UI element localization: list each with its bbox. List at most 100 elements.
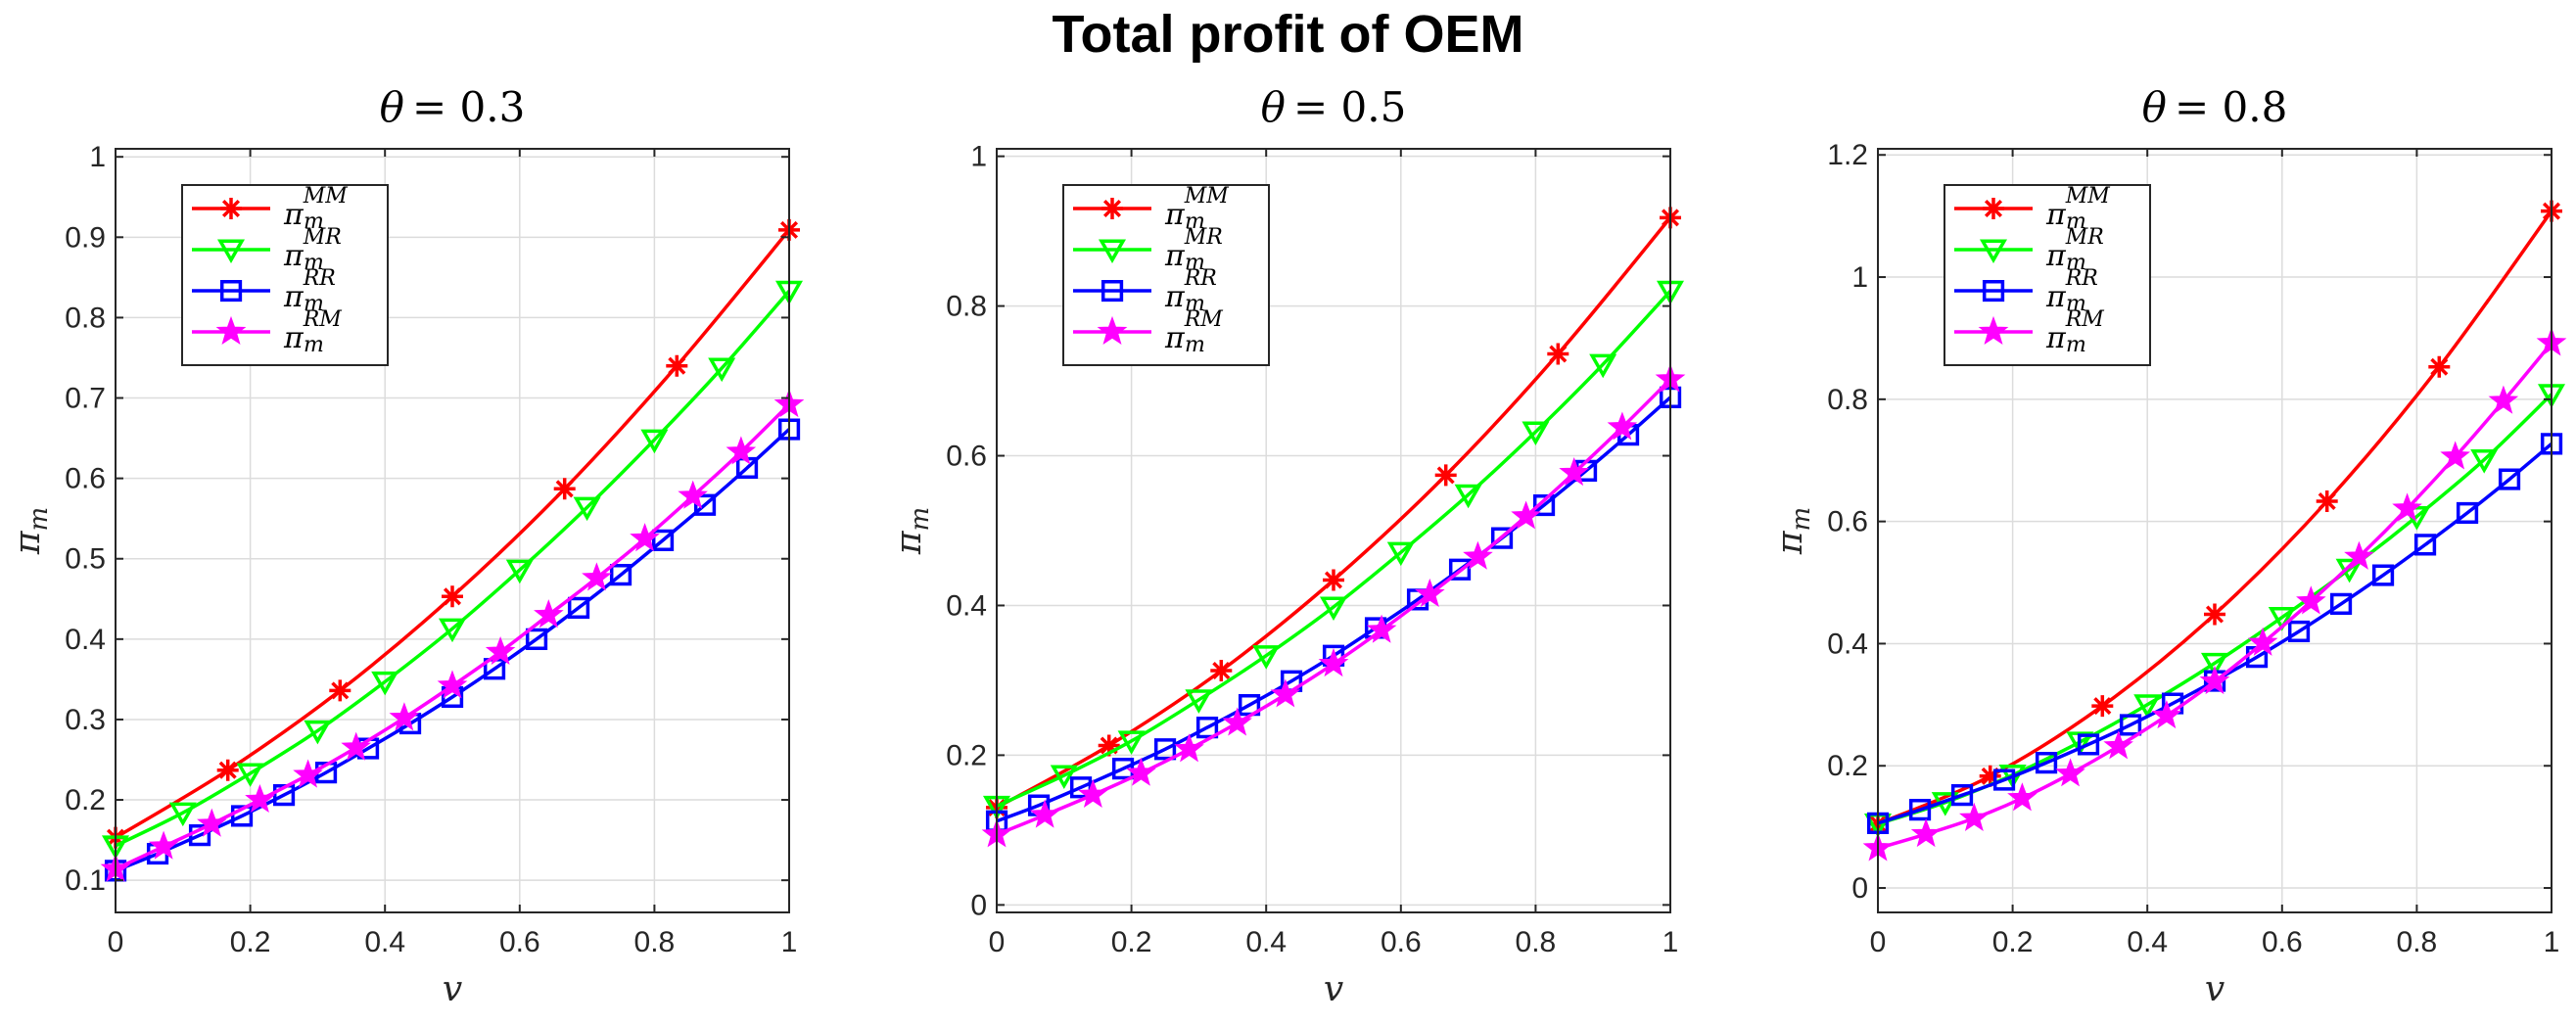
data-point-mr <box>1386 541 1415 567</box>
y-axis-label: πm <box>889 507 935 555</box>
data-point-rm <box>1222 707 1252 736</box>
data-point-mr <box>505 559 534 584</box>
legend-label-mr: πMR m <box>1164 225 1223 275</box>
data-point-rr <box>1195 717 1219 739</box>
data-point-mm <box>329 679 351 702</box>
data-point-mm <box>1323 569 1344 591</box>
x-tick-label: 0 <box>989 926 1006 958</box>
legend-marker-rr <box>1101 279 1124 303</box>
y-tick-label: 0.5 <box>65 543 106 576</box>
y-tick-label: 0.6 <box>1827 506 1868 538</box>
data-point-rm <box>2007 782 2037 812</box>
series-line-mr <box>115 290 791 848</box>
data-point-mm <box>2204 603 2225 626</box>
legend-marker-rm <box>215 315 247 346</box>
data-point-rm <box>630 523 660 552</box>
y-tick-label: 0.6 <box>946 441 987 473</box>
figure-title: Total profit of OEM <box>1052 5 1524 64</box>
data-point-rm <box>1270 678 1301 708</box>
data-point-mr <box>2133 694 2162 719</box>
x-tick-label: 1 <box>781 926 798 958</box>
legend-label-rr: πRR m <box>1164 266 1217 316</box>
data-point-mm <box>2091 695 2114 718</box>
x-tick-label: 0.2 <box>1992 926 2034 958</box>
data-point-mr <box>236 763 264 787</box>
data-point-mm <box>2428 355 2451 378</box>
data-point-rr <box>104 860 127 882</box>
y-tick-label: 1 <box>1851 261 1868 294</box>
data-point-rm <box>1959 802 1990 831</box>
x-tick-label: 0.8 <box>634 926 676 958</box>
chart-panel-1: 0 0.2 0.4 0.6 0.8 1 0.1 0.2 0.3 0.4 0.5 0.6 0.7 0.8 0.… <box>8 83 805 1009</box>
data-point-rm <box>485 635 516 666</box>
x-tick-label: 0.6 <box>2262 926 2303 958</box>
data-point-rm <box>1511 500 1541 530</box>
axes-box <box>996 148 1671 913</box>
y-tick-label: 0.7 <box>65 383 106 415</box>
data-point-mr <box>708 357 736 383</box>
data-point-rm <box>534 599 564 629</box>
legend-marker-mm <box>220 198 242 219</box>
data-point-rr <box>1992 769 2016 791</box>
data-point-rm <box>245 784 275 814</box>
data-point-rm <box>582 562 612 591</box>
data-point-rr <box>2413 534 2437 556</box>
data-point-rr <box>693 493 717 516</box>
data-point-mr <box>1522 421 1550 446</box>
y-tick-label: 1 <box>970 141 987 173</box>
data-point-rr <box>567 596 590 619</box>
data-point-mm <box>2316 490 2338 512</box>
panel-title: θ = 0.3 <box>380 83 526 131</box>
data-point-mr <box>1117 730 1146 755</box>
y-tick-label: 0.6 <box>65 463 106 495</box>
y-tick-label: 0.4 <box>946 589 987 622</box>
x-tick-label: 1 <box>2544 926 2560 958</box>
data-point-rm <box>1607 411 1638 441</box>
legend-marker-mr <box>216 239 246 264</box>
data-point-rm <box>2488 385 2519 414</box>
legend-marker-rm <box>1978 315 2009 346</box>
data-point-rm <box>2247 627 2278 656</box>
data-point-mr <box>1050 765 1078 790</box>
y-tick-label: 0 <box>970 889 987 921</box>
panel-title: θ = 0.5 <box>1261 83 1407 131</box>
data-point-rm <box>341 731 371 761</box>
legend-marker-mm <box>1983 198 2004 219</box>
data-point-rm <box>2296 585 2326 615</box>
y-tick-label: 0 <box>1851 872 1868 905</box>
data-point-mr <box>2268 607 2296 631</box>
data-point-rm <box>1029 799 1060 828</box>
axes-box <box>115 148 790 913</box>
data-point-mm <box>1210 660 1233 681</box>
data-point-rr <box>1280 670 1303 692</box>
data-point-rm <box>2344 540 2374 570</box>
data-point-rm <box>1559 456 1589 487</box>
data-point-mm <box>1098 734 1120 757</box>
axes-box <box>1877 148 2553 913</box>
x-tick-label: 0.4 <box>364 926 405 958</box>
y-tick-label: 0.2 <box>65 784 106 816</box>
y-axis-label: πm <box>8 507 54 555</box>
data-point-mm <box>1434 464 1457 487</box>
data-point-rr <box>2035 752 2058 774</box>
legend-label-mr: πMR m <box>283 225 342 275</box>
x-tick-label: 0 <box>108 926 124 958</box>
series-line-mr <box>996 290 1672 808</box>
data-point-mm <box>553 478 576 500</box>
data-point-mm <box>666 354 688 377</box>
chart-panel-3: 0 0.2 0.4 0.6 0.8 1 0 0.2 0.4 0.6 0.8 1 1.2 θ = 0.8 v πm… <box>1770 83 2567 1009</box>
data-point-mr <box>1252 645 1281 670</box>
x-tick-label: 0.8 <box>1516 926 1557 958</box>
x-tick-label: 0 <box>1870 926 1887 958</box>
data-point-rm <box>1463 540 1493 570</box>
data-point-rm <box>1910 818 1942 848</box>
legend-box <box>181 184 389 366</box>
legend-label-rm: πRM m <box>1164 307 1223 357</box>
data-point-mr <box>2470 449 2499 474</box>
x-tick-label: 0.6 <box>499 926 540 958</box>
chart-panel-2: 0 0.2 0.4 0.6 0.8 1 0 0.2 0.4 0.6 0.8 1 θ = 0.5 v πm πMM… <box>889 83 1686 1009</box>
data-point-rr <box>1908 799 1932 821</box>
data-point-rm <box>1415 578 1445 608</box>
